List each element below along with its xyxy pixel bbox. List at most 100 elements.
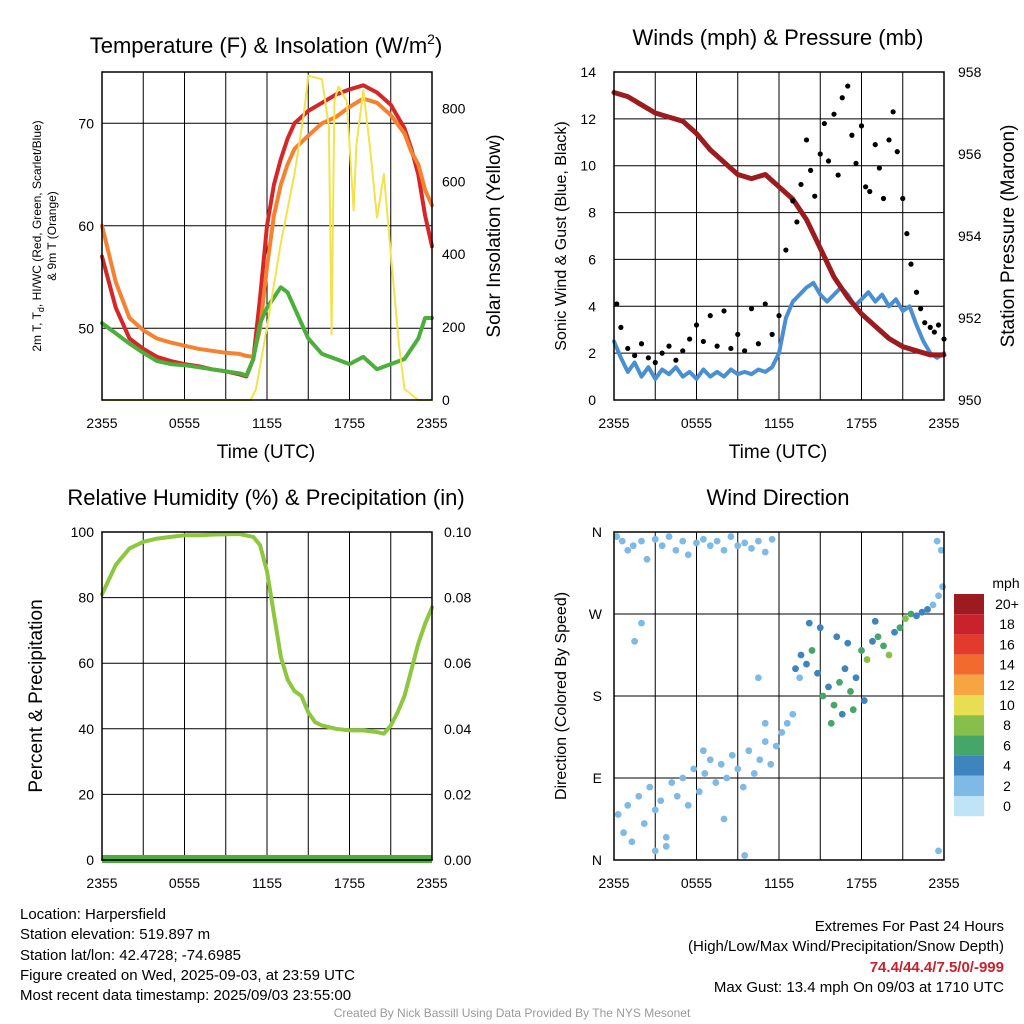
winds-gust-point-29 <box>803 137 810 143</box>
direction-point-21 <box>754 537 762 545</box>
direction-point-37 <box>684 801 692 809</box>
direction-point-5 <box>643 555 651 563</box>
winds-plot-border <box>613 71 945 401</box>
winds-gust-point-18 <box>735 331 741 337</box>
legend-label-4: 4 <box>1003 758 1011 774</box>
humidity-y-tick-100: 100 <box>71 524 95 540</box>
direction-y-label-left: Direction (Colored By Speed) <box>553 592 570 800</box>
humidity-y-right-tick-2: 0.04 <box>444 721 471 737</box>
direction-point-70 <box>808 647 816 654</box>
direction-point-69 <box>803 660 810 668</box>
winds-gust-point-16 <box>721 308 727 314</box>
direction-point-61 <box>754 674 762 682</box>
winds-gust-point-38 <box>845 83 851 89</box>
winds-gust-point-48 <box>890 109 896 115</box>
direction-point-10 <box>679 537 687 545</box>
legend-label-2: 2 <box>1003 778 1011 794</box>
winds-y-tick-4: 4 <box>588 298 596 314</box>
temperature-y-tick-50: 50 <box>78 320 94 336</box>
legend-label-6: 6 <box>1003 737 1011 753</box>
direction-y-tick-4: N <box>592 524 602 540</box>
direction-point-19 <box>741 539 749 547</box>
direction-point-0 <box>613 533 621 540</box>
direction-point-51 <box>761 738 769 745</box>
humidity-y-right-tick-5: 0.10 <box>444 524 471 540</box>
winds-gust-point-50 <box>900 195 906 202</box>
temperature-x-tick-4: 2355 <box>416 415 447 431</box>
legend-swatch-14 <box>954 654 984 675</box>
direction-x-tick-2: 1155 <box>764 875 794 891</box>
legend-swatch-2 <box>954 775 984 796</box>
winds-gust-point-12 <box>693 322 700 328</box>
winds-gust-point-55 <box>922 320 928 326</box>
winds-gust-point-31 <box>812 193 818 199</box>
direction-point-42 <box>712 779 720 786</box>
direction-point-57 <box>662 842 670 850</box>
direction-point-18 <box>734 542 742 550</box>
direction-point-63 <box>778 729 786 736</box>
direction-point-73 <box>825 683 832 691</box>
direction-point-23 <box>768 535 776 543</box>
winds-x-label: Time (UTC) <box>729 442 828 463</box>
winds-y-tick-0: 0 <box>588 392 596 408</box>
winds-gust-point-24 <box>776 313 782 319</box>
direction-point-27 <box>628 838 636 846</box>
winds-gust-point-25 <box>783 247 789 253</box>
direction-point-78 <box>852 674 860 682</box>
direction-point-84 <box>885 651 893 659</box>
winds-gust-point-23 <box>769 331 775 337</box>
direction-point-24 <box>614 811 622 818</box>
winds-gust-point-0 <box>614 301 620 307</box>
winds-y-label-right: Station Pressure (Maroon) <box>998 125 1019 348</box>
winds-gust-point-41 <box>858 123 865 129</box>
legend-swatch-16 <box>954 634 984 655</box>
direction-point-48 <box>745 747 753 755</box>
direction-point-14 <box>706 542 714 550</box>
temperature-x-tick-1: 0555 <box>169 415 200 431</box>
winds-y-label-left: Sonic Wind & Gust (Blue, Black) <box>553 121 570 350</box>
station-info: Location: Harpersfield Station elevation… <box>20 905 355 1006</box>
winds-gust-point-45 <box>876 165 882 171</box>
direction-point-11 <box>684 551 692 559</box>
direction-point-83 <box>880 642 887 650</box>
humidity-y-right-tick-4: 0.08 <box>444 590 471 606</box>
direction-y-tick-2: S <box>593 688 602 704</box>
legend-label-12: 12 <box>999 677 1015 693</box>
direction-point-7 <box>658 542 666 550</box>
temperature-y-label-left: 2m T, Td, HI/WC (Red, Green, Scarlet/Blu… <box>30 120 46 351</box>
temperature-y-right-tick-800: 800 <box>442 100 466 116</box>
direction-point-41 <box>706 756 714 764</box>
direction-point-39 <box>695 788 703 796</box>
direction-point-85 <box>891 628 898 636</box>
winds-gust-point-3 <box>632 352 638 359</box>
direction-x-tick-1: 0555 <box>681 875 712 891</box>
direction-point-53 <box>772 742 780 750</box>
humidity-title: Relative Humidity (%) & Precipitation (i… <box>67 485 464 510</box>
winds-gust-point-30 <box>808 167 814 173</box>
direction-title: Wind Direction <box>706 485 849 510</box>
direction-point-95 <box>805 619 813 627</box>
extremes-values: 74.4/44.4/7.5/0/-999 <box>869 958 1004 976</box>
legend-swatch-12 <box>954 674 984 695</box>
winds-gust-point-28 <box>798 181 804 188</box>
winds-gust-point-1 <box>618 324 624 330</box>
temperature-plot-border <box>101 71 433 401</box>
winds-gust-point-39 <box>849 132 855 138</box>
winds-gust-point-19 <box>742 348 748 354</box>
direction-point-88 <box>907 610 915 618</box>
direction-point-100 <box>827 719 835 727</box>
direction-point-76 <box>841 665 849 673</box>
direction-point-49 <box>750 770 758 777</box>
legend-swatch-10 <box>954 695 984 716</box>
direction-point-102 <box>849 706 857 714</box>
humidity-y-right-tick-1: 0.02 <box>444 786 471 802</box>
figure-created: Figure created on Wed, 2025-09-03, at 23… <box>20 966 355 984</box>
winds-y-tick-2: 2 <box>588 345 596 361</box>
legend-swatch-20- <box>954 594 984 615</box>
direction-point-81 <box>869 637 876 645</box>
direction-point-4 <box>638 537 645 545</box>
temperature-x-tick-2: 1155 <box>252 415 282 431</box>
winds-gust-point-49 <box>894 149 900 155</box>
winds-gust-point-46 <box>880 195 887 202</box>
direction-point-72 <box>819 692 827 700</box>
